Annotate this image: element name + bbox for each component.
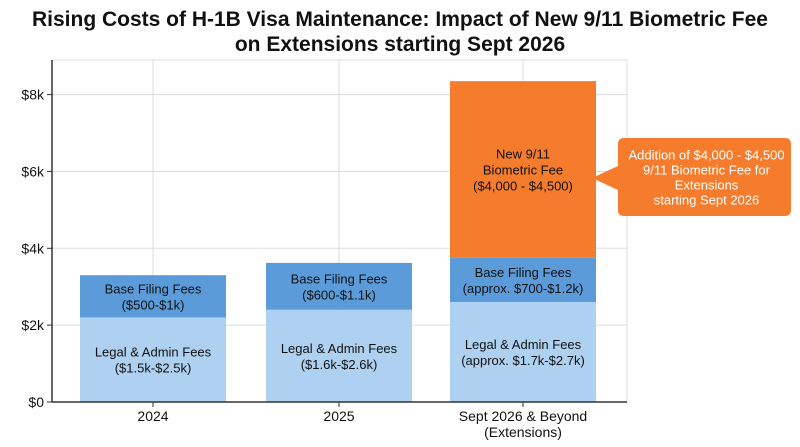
- bar-label-legal-2: Legal & Admin Fees: [465, 337, 582, 352]
- bar-label-base-1: ($600-$1.1k): [302, 287, 376, 302]
- bar-base-1: [266, 262, 412, 310]
- x-tick-label: 2025: [323, 408, 354, 424]
- bar-label-legal-1: Legal & Admin Fees: [281, 341, 398, 356]
- chart-title-line-2: on Extensions starting Sept 2026: [234, 33, 566, 56]
- y-tick-label: $0: [28, 394, 44, 410]
- bar-label-legal-0: ($1.5k-$2.5k): [115, 361, 192, 376]
- bar-label-biometric-2: Biometric Fee: [483, 163, 563, 178]
- bar-label-biometric-2: ($4,000 - $4,500): [473, 179, 573, 194]
- y-tick-label: $8k: [21, 87, 45, 103]
- bar-biometric-2: [450, 81, 596, 258]
- chart-title-line-1: Rising Costs of H-1B Visa Maintenance: I…: [32, 8, 768, 31]
- bar-base-0: [80, 275, 226, 318]
- bar-label-legal-2: (approx. $1.7k-$2.7k): [461, 353, 585, 368]
- x-tick-label: Sept 2026 & Beyond: [459, 408, 587, 424]
- annotation-callout: [592, 138, 791, 216]
- annotation-text: Extensions: [675, 178, 739, 193]
- bar-legal-2: [450, 302, 596, 402]
- x-tick-label: 2024: [137, 408, 168, 424]
- bar-label-legal-1: ($1.6k-$2.6k): [301, 357, 378, 372]
- annotation-text: Addition of $4,000 - $4,500: [628, 148, 784, 163]
- bar-label-legal-0: Legal & Admin Fees: [95, 345, 212, 360]
- y-tick-label: $4k: [21, 240, 45, 256]
- y-tick-label: $2k: [21, 317, 45, 333]
- bar-label-base-0: ($500-$1k): [122, 297, 185, 312]
- y-tick-label: $6k: [21, 163, 45, 179]
- bar-label-base-1: Base Filing Fees: [291, 271, 388, 286]
- bar-legal-1: [266, 309, 412, 402]
- bar-label-biometric-2: New 9/11: [496, 147, 550, 162]
- bar-legal-0: [80, 317, 226, 402]
- annotation-text: starting Sept 2026: [654, 193, 760, 208]
- bar-label-base-2: Base Filing Fees: [475, 265, 572, 280]
- x-tick-label: (Extensions): [484, 424, 562, 440]
- bar-base-2: [450, 257, 596, 303]
- annotation-text: 9/11 Biometric Fee for: [643, 163, 771, 178]
- bar-label-base-2: (approx. $700-$1.2k): [463, 281, 584, 296]
- bar-label-base-0: Base Filing Fees: [105, 281, 202, 296]
